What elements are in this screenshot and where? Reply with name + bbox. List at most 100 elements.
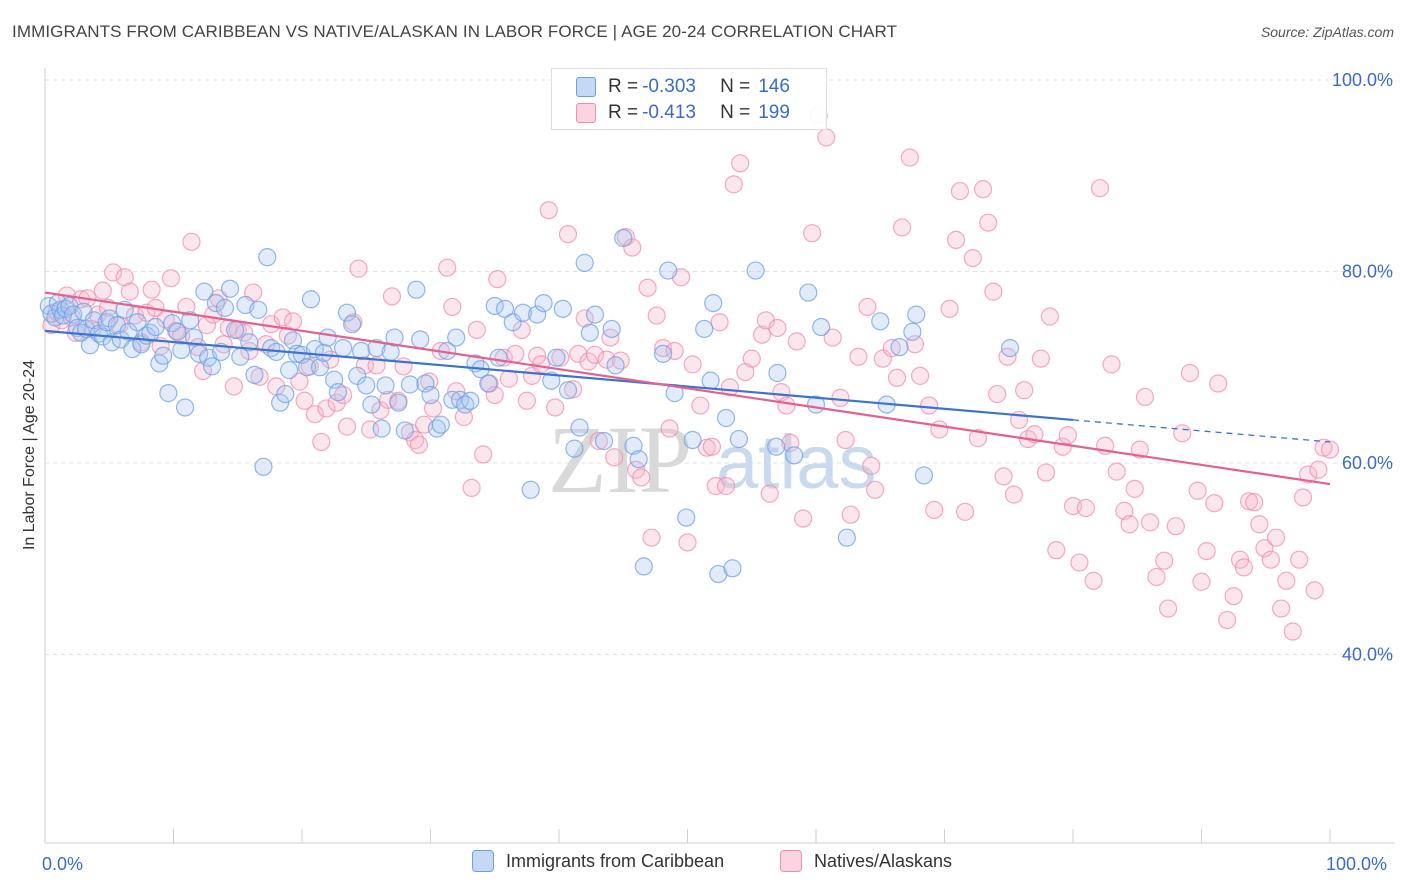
data-point xyxy=(305,405,324,424)
data-point xyxy=(395,421,414,440)
data-point xyxy=(849,347,868,366)
data-point xyxy=(182,232,201,251)
data-point xyxy=(665,341,684,361)
data-point xyxy=(946,230,966,250)
data-point xyxy=(629,450,648,469)
data-point xyxy=(280,361,299,380)
data-point xyxy=(1031,349,1050,368)
data-point xyxy=(317,399,336,418)
data-point xyxy=(485,296,504,316)
data-point xyxy=(968,429,988,448)
legend-item-natives[interactable]: Natives/Alaskans xyxy=(780,850,952,872)
data-point xyxy=(376,376,395,395)
data-point xyxy=(1293,488,1313,507)
data-point xyxy=(914,466,934,485)
data-point xyxy=(558,225,578,244)
data-point xyxy=(564,380,583,399)
data-point xyxy=(785,446,804,465)
data-point xyxy=(1166,517,1185,536)
data-point xyxy=(1309,460,1328,479)
data-point xyxy=(539,201,558,220)
data-point xyxy=(660,419,679,438)
data-point xyxy=(1135,387,1155,407)
data-point xyxy=(695,319,714,339)
data-point xyxy=(1173,424,1192,443)
data-point xyxy=(1188,481,1207,500)
data-point xyxy=(614,228,633,248)
data-point xyxy=(349,259,368,278)
data-point xyxy=(767,437,786,456)
data-point xyxy=(706,476,725,496)
data-point xyxy=(683,355,702,374)
data-point xyxy=(168,322,187,341)
data-point xyxy=(1234,558,1254,577)
data-point xyxy=(1218,610,1237,630)
data-point xyxy=(691,396,710,415)
data-point xyxy=(310,358,330,377)
data-point xyxy=(988,384,1007,404)
data-point xyxy=(416,374,435,393)
data-point xyxy=(950,181,970,201)
data-point xyxy=(1299,465,1318,484)
data-point xyxy=(930,420,949,439)
y-tick-label: 100.0% xyxy=(1332,70,1393,90)
legend-n-value: 199 xyxy=(758,102,790,123)
data-point xyxy=(271,393,290,412)
data-point xyxy=(716,408,736,428)
data-point xyxy=(1205,494,1224,513)
data-point xyxy=(64,305,83,324)
series-natives-alaskans-points xyxy=(42,106,1340,641)
data-point xyxy=(521,480,540,499)
data-point xyxy=(479,374,498,393)
data-point xyxy=(1245,493,1264,512)
legend-series: Immigrants from Caribbean Natives/Alaska… xyxy=(0,850,1406,878)
data-point xyxy=(146,317,165,337)
data-point xyxy=(984,282,1003,301)
legend-swatch-blue xyxy=(472,850,494,872)
data-point xyxy=(585,305,605,324)
y-tick-label: 40.0% xyxy=(1342,645,1393,665)
data-point xyxy=(128,313,147,332)
data-point xyxy=(862,456,881,475)
data-point xyxy=(495,299,515,318)
data-point xyxy=(1125,479,1144,498)
legend-r-value: -0.303 xyxy=(642,76,696,97)
data-point xyxy=(301,290,321,309)
data-point xyxy=(423,399,443,418)
data-point xyxy=(882,339,901,358)
data-point xyxy=(142,280,161,299)
data-point xyxy=(1197,541,1216,561)
data-point xyxy=(1040,307,1059,326)
data-point xyxy=(794,509,813,528)
data-point xyxy=(812,317,831,337)
data-point xyxy=(488,270,507,289)
legend-item-caribbean[interactable]: Immigrants from Caribbean xyxy=(472,850,724,872)
data-point xyxy=(334,339,353,358)
legend-n-label: N = xyxy=(720,102,751,123)
legend-r-value: -0.413 xyxy=(642,102,696,123)
data-point xyxy=(531,355,551,374)
data-point xyxy=(575,253,594,272)
data-point xyxy=(634,557,653,576)
data-point xyxy=(594,431,614,451)
data-point xyxy=(1180,363,1200,383)
data-point xyxy=(1224,586,1243,606)
data-point xyxy=(245,365,264,385)
data-point xyxy=(224,377,243,396)
data-point xyxy=(871,312,890,331)
data-point xyxy=(1239,492,1259,511)
data-point xyxy=(547,348,566,367)
data-point xyxy=(1047,541,1066,560)
data-point xyxy=(1076,498,1095,518)
data-point xyxy=(558,381,578,400)
data-point xyxy=(1015,381,1034,400)
data-point xyxy=(367,339,386,358)
data-point xyxy=(506,344,525,363)
data-point xyxy=(716,476,736,496)
x-tick-label-max: 100.0% xyxy=(1326,854,1387,874)
data-point xyxy=(123,339,142,359)
data-point xyxy=(605,448,624,467)
data-point xyxy=(723,559,742,578)
data-point xyxy=(202,357,222,376)
data-point xyxy=(565,439,584,458)
